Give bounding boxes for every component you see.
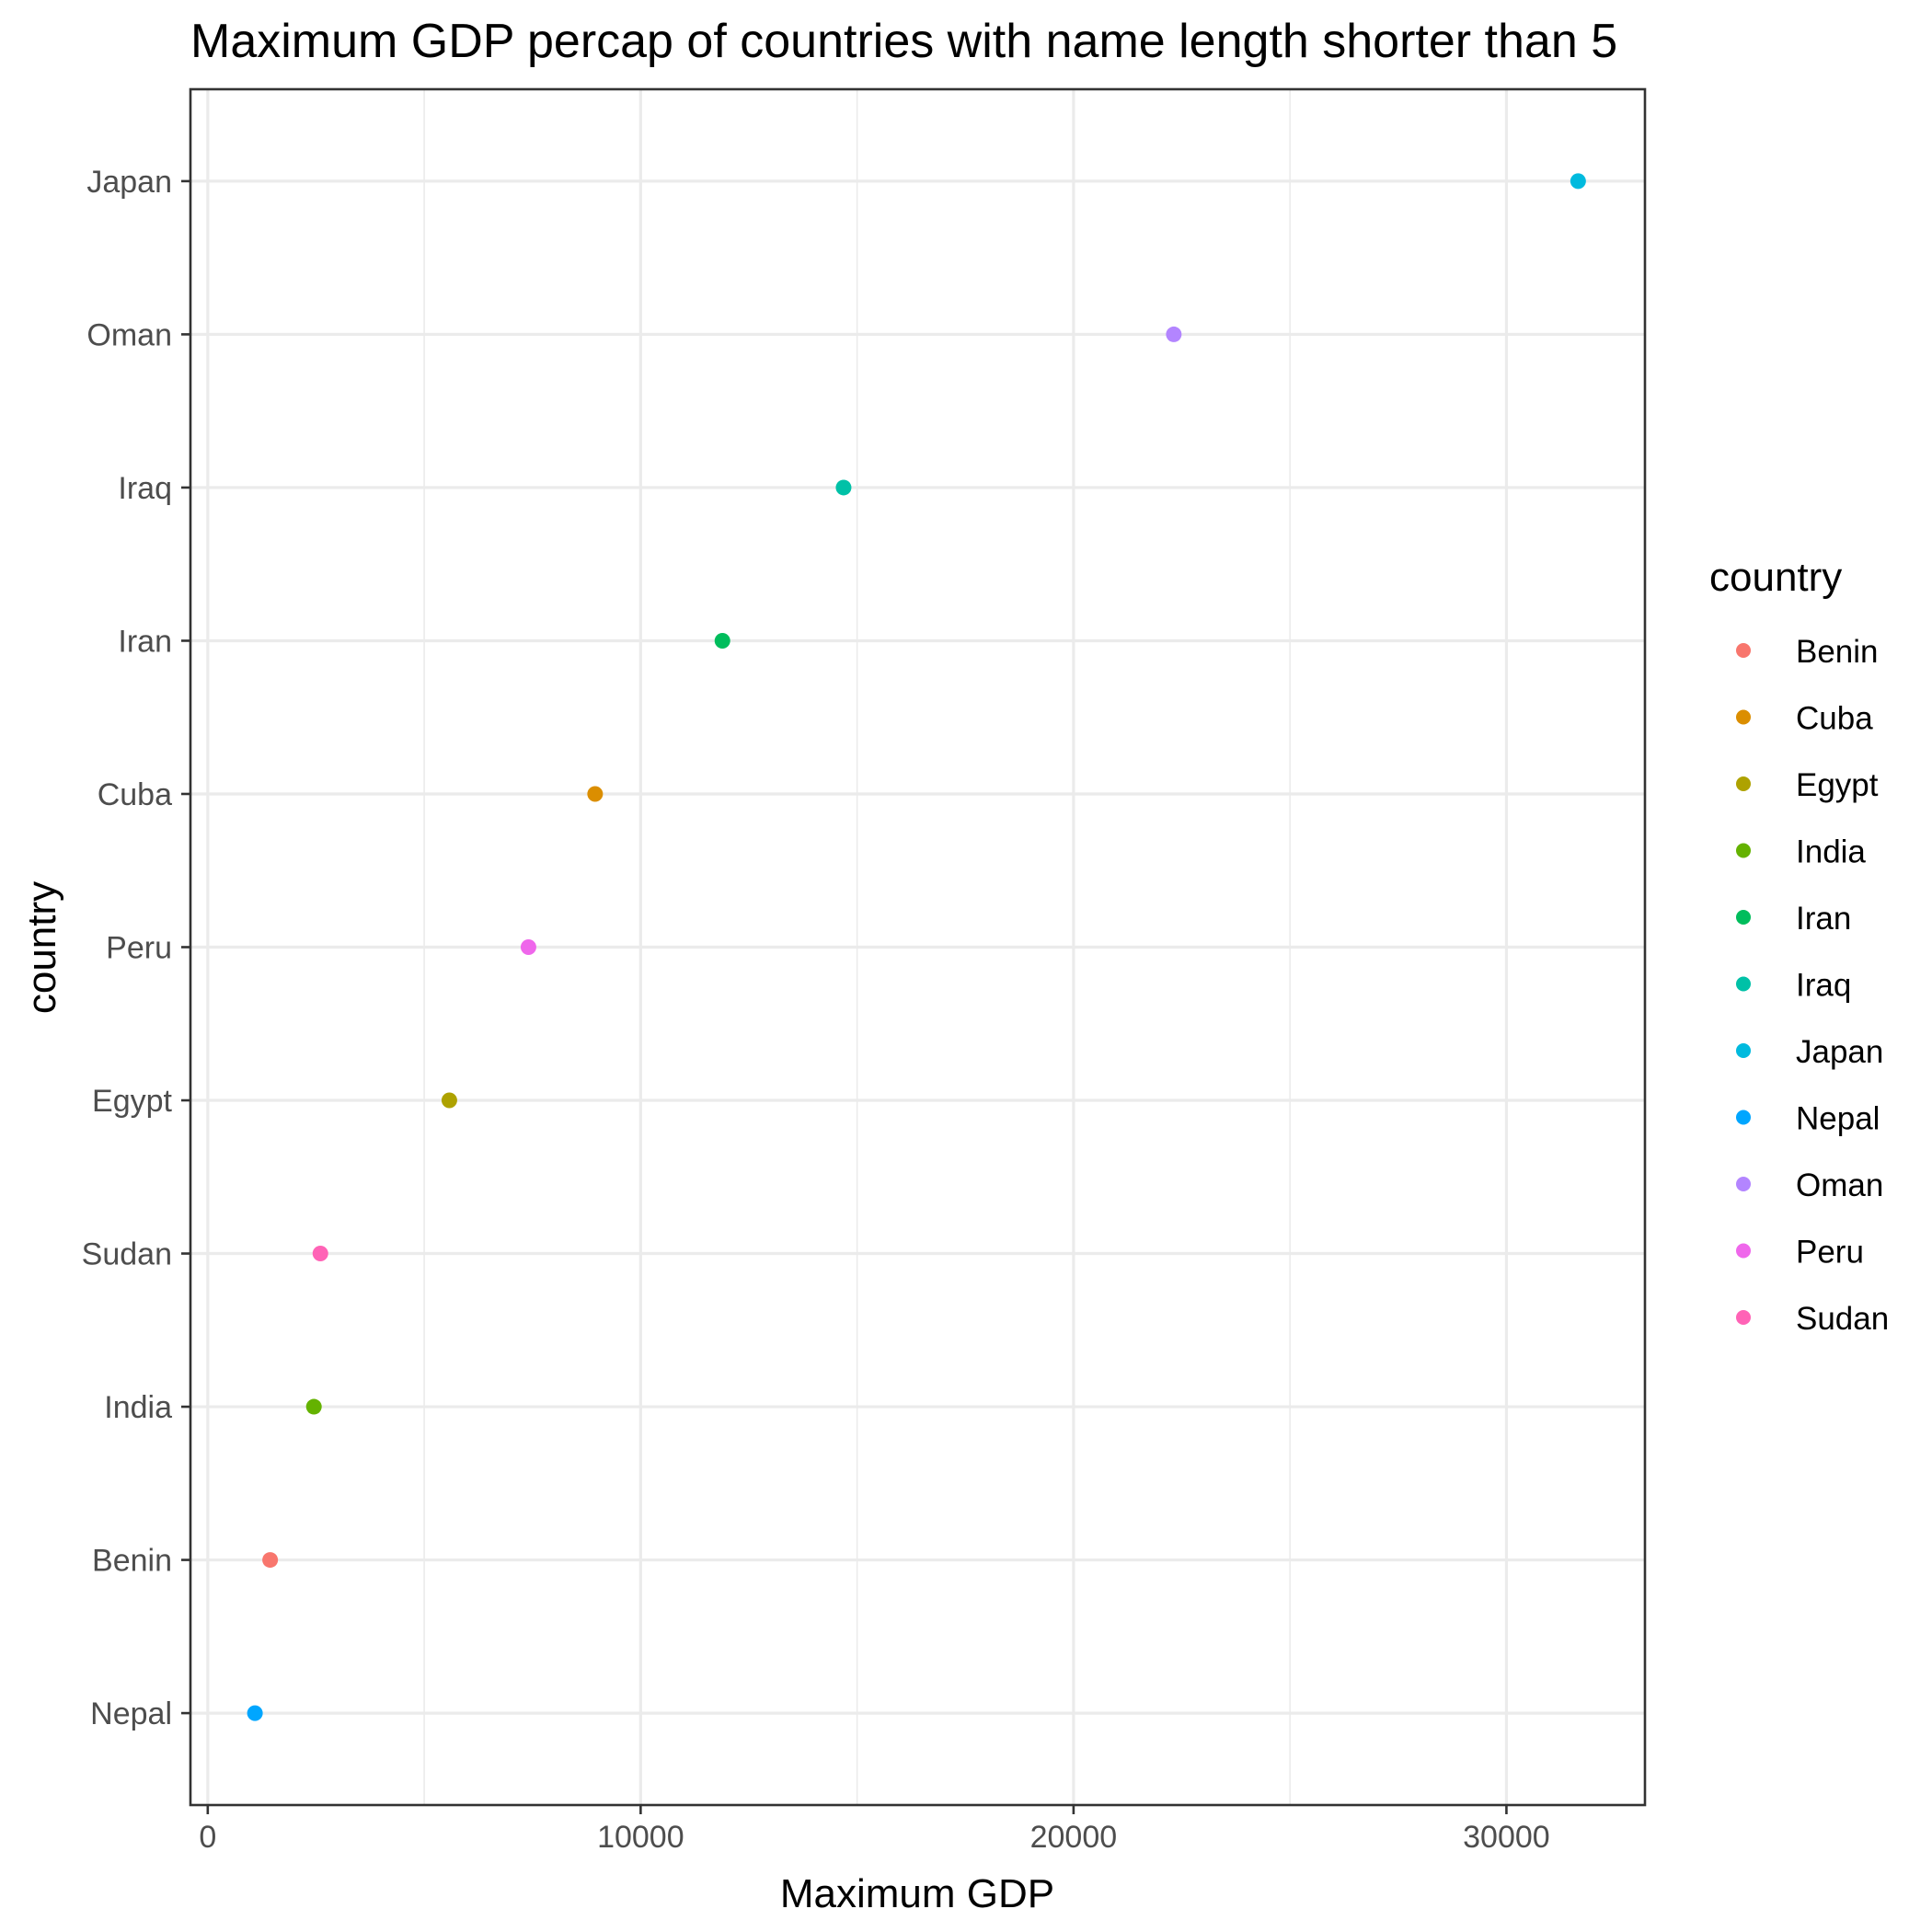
x-axis: 0 10000 20000 30000 (199, 1805, 1550, 1855)
legend-key (1736, 1043, 1751, 1058)
x-axis-title: Maximum GDP (780, 1871, 1054, 1916)
x-tick-label: 30000 (1463, 1820, 1550, 1855)
data-point (1166, 326, 1182, 342)
data-point (441, 1092, 457, 1109)
legend-items: Benin Cuba Egypt India Iran Iraq Japan Nepal Oma… (1736, 634, 1889, 1337)
y-tick-label: Iraq (118, 471, 172, 506)
chart-title: Maximum GDP percap of countries with nam… (190, 15, 1617, 68)
y-axis: Nepal Benin India Sudan Egypt Peru Cuba Iran Ira… (82, 165, 190, 1731)
y-tick-label: Nepal (90, 1696, 172, 1731)
legend-key (1736, 843, 1751, 858)
legend-label: Iraq (1796, 968, 1851, 1004)
data-point (247, 1705, 263, 1721)
y-tick-label: Japan (86, 165, 172, 200)
legend-key (1736, 709, 1751, 725)
legend-key (1736, 643, 1751, 658)
y-tick-label: India (104, 1390, 172, 1425)
data-point (262, 1552, 279, 1569)
y-tick-label: Cuba (98, 777, 172, 812)
data-points (247, 173, 1586, 1721)
y-tick-label: Oman (86, 317, 172, 352)
legend-label: Benin (1796, 634, 1879, 670)
y-tick-label: Peru (106, 931, 172, 966)
y-tick-label: Iran (118, 624, 172, 659)
data-point (305, 1398, 322, 1415)
legend-key (1736, 776, 1751, 791)
y-tick-label: Sudan (82, 1237, 172, 1272)
data-point (520, 939, 536, 955)
legend-key (1736, 1177, 1751, 1191)
legend-title: country (1709, 555, 1842, 600)
data-point (312, 1246, 328, 1262)
grid (190, 89, 1645, 1805)
x-tick-label: 20000 (1030, 1820, 1118, 1855)
x-tick-label: 0 (199, 1820, 216, 1855)
y-axis-title: country (19, 881, 64, 1014)
legend-key (1736, 1243, 1751, 1259)
y-tick-label: Egypt (92, 1084, 172, 1119)
legend-key (1736, 1110, 1751, 1125)
data-point (1570, 173, 1586, 190)
y-tick-label: Benin (92, 1544, 172, 1579)
legend-label: Sudan (1796, 1301, 1889, 1337)
legend-label: Cuba (1796, 701, 1873, 737)
legend-label: Japan (1796, 1034, 1883, 1070)
legend-key (1736, 910, 1751, 925)
legend: country Benin Cuba Egypt India Iran Iraq Japan… (1709, 555, 1889, 1337)
legend-label: India (1796, 834, 1866, 870)
data-point (587, 786, 604, 802)
legend-key (1736, 1310, 1751, 1325)
legend-label: Egypt (1796, 767, 1879, 803)
legend-label: Oman (1796, 1167, 1883, 1203)
legend-label: Nepal (1796, 1101, 1880, 1137)
data-point (714, 632, 730, 649)
x-tick-label: 10000 (597, 1820, 684, 1855)
legend-label: Iran (1796, 901, 1851, 937)
data-point (835, 479, 852, 496)
legend-key (1736, 976, 1751, 992)
legend-label: Peru (1796, 1235, 1864, 1271)
